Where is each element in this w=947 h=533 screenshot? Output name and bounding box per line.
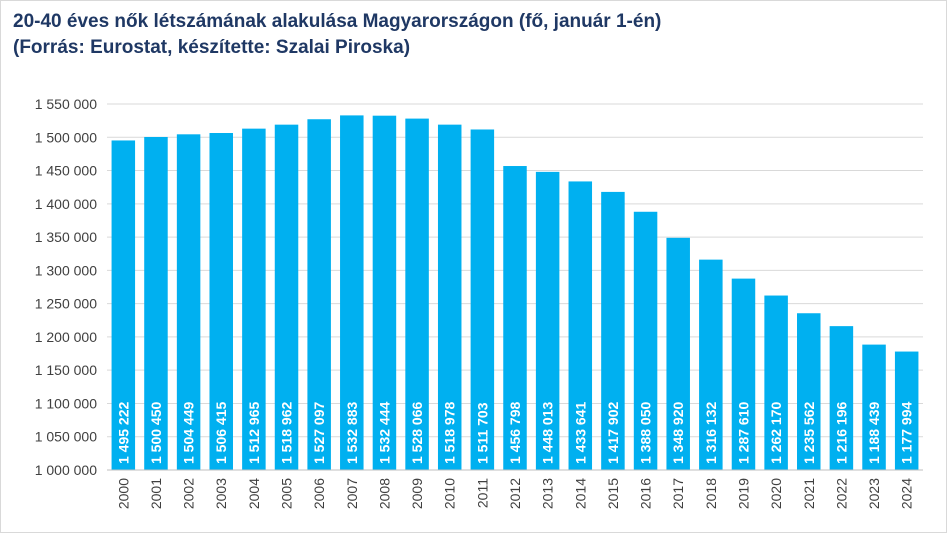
- bar-value-label: 1 216 196: [833, 402, 849, 464]
- y-tick-label: 1 100 000: [35, 395, 97, 411]
- x-tick-label: 2007: [344, 478, 360, 509]
- bar-value-label: 1 512 965: [246, 402, 262, 464]
- x-tick-label: 2002: [181, 478, 197, 509]
- chart-title: 20-40 éves nők létszámának alakulása Mag…: [13, 9, 661, 61]
- x-tick-label: 2023: [866, 478, 882, 509]
- bar: [372, 115, 397, 471]
- x-tick-label: 2006: [311, 478, 327, 509]
- bar-value-label: 1 388 050: [638, 402, 654, 464]
- y-tick-label: 1 500 000: [35, 129, 97, 145]
- bar-value-label: 1 527 097: [311, 402, 327, 464]
- x-tick-label: 2013: [540, 478, 556, 509]
- bar-value-label: 1 518 978: [442, 402, 458, 464]
- bar-value-label: 1 504 449: [181, 402, 197, 464]
- x-tick-label: 2019: [735, 478, 751, 509]
- y-tick-label: 1 050 000: [35, 429, 97, 445]
- bar-value-label: 1 506 415: [213, 402, 229, 464]
- bar: [274, 124, 299, 470]
- bar-value-label: 1 448 013: [540, 402, 556, 464]
- x-tick-label: 2022: [833, 478, 849, 509]
- bar: [176, 134, 201, 470]
- bar: [894, 351, 919, 470]
- bar-value-label: 1 456 798: [507, 402, 523, 464]
- bar: [764, 295, 788, 470]
- x-tick-label: 2017: [670, 478, 686, 509]
- x-tick-label: 2005: [279, 478, 295, 509]
- bar-value-label: 1 188 439: [866, 402, 882, 464]
- bar: [111, 140, 136, 470]
- x-tick-label: 2018: [703, 478, 719, 509]
- y-tick-label: 1 150 000: [35, 362, 97, 378]
- bar: [535, 171, 560, 470]
- bar: [242, 128, 266, 470]
- bar-value-label: 1 417 902: [605, 402, 621, 464]
- chart-title-line-2: (Forrás: Eurostat, készítette: Szalai Pi…: [13, 37, 411, 58]
- bar: [209, 133, 233, 470]
- x-tick-label: 2012: [507, 478, 523, 509]
- x-tick-label: 2003: [213, 478, 229, 509]
- bar: [829, 326, 854, 470]
- x-tick-label: 2004: [246, 478, 262, 509]
- bar-value-label: 1 235 562: [801, 402, 817, 464]
- bar-value-label: 1 495 222: [115, 402, 131, 464]
- y-tick-label: 1 400 000: [35, 196, 97, 212]
- y-tick-label: 1 000 000: [35, 462, 97, 478]
- y-tick-label: 1 550 000: [35, 96, 97, 112]
- x-tick-label: 2014: [572, 478, 588, 509]
- chart-title-line-1: 20-40 éves nők létszámának alakulása Mag…: [13, 11, 662, 32]
- bar: [633, 211, 658, 470]
- bar-value-label: 1 433 641: [572, 402, 588, 464]
- bar-value-label: 1 518 962: [279, 402, 295, 464]
- bar-value-label: 1 262 170: [768, 402, 784, 464]
- y-tick-label: 1 450 000: [35, 163, 97, 179]
- bar-value-label: 1 511 703: [474, 402, 490, 464]
- bar: [405, 118, 429, 471]
- bar: [731, 278, 756, 470]
- bar: [568, 181, 593, 470]
- y-tick-label: 1 300 000: [35, 262, 97, 278]
- bar: [699, 259, 723, 470]
- bar: [144, 136, 168, 470]
- y-tick-label: 1 200 000: [35, 329, 97, 345]
- bar: [470, 129, 495, 470]
- bar-value-label: 1 177 994: [899, 402, 915, 464]
- bar-value-label: 1 532 883: [344, 402, 360, 464]
- bar: [666, 237, 690, 470]
- x-tick-label: 2011: [474, 478, 490, 508]
- x-tick-label: 2016: [638, 478, 654, 509]
- bar: [307, 119, 331, 470]
- x-tick-label: 2015: [605, 478, 621, 509]
- x-tick-label: 2020: [768, 478, 784, 509]
- bar-value-label: 1 500 450: [148, 402, 164, 464]
- bar-value-label: 1 348 920: [670, 402, 686, 464]
- x-tick-label: 2024: [899, 478, 915, 509]
- bar: [601, 191, 625, 470]
- y-tick-label: 1 350 000: [35, 229, 97, 245]
- x-tick-label: 2009: [409, 478, 425, 509]
- bar: [797, 313, 821, 470]
- bar-value-label: 1 528 066: [409, 402, 425, 464]
- y-tick-label: 1 250 000: [35, 296, 97, 312]
- x-tick-label: 2021: [801, 478, 817, 509]
- x-tick-label: 2001: [148, 478, 164, 509]
- x-tick-label: 2010: [442, 478, 458, 509]
- bar: [437, 124, 462, 470]
- x-tick-label: 2008: [376, 478, 392, 509]
- bar: [340, 115, 364, 470]
- bar-value-label: 1 287 610: [735, 402, 751, 464]
- bar-value-label: 1 532 444: [376, 402, 392, 464]
- x-tick-label: 2000: [115, 478, 131, 509]
- bar-value-label: 1 316 132: [703, 402, 719, 464]
- bar: [862, 344, 886, 470]
- bar: [503, 166, 527, 470]
